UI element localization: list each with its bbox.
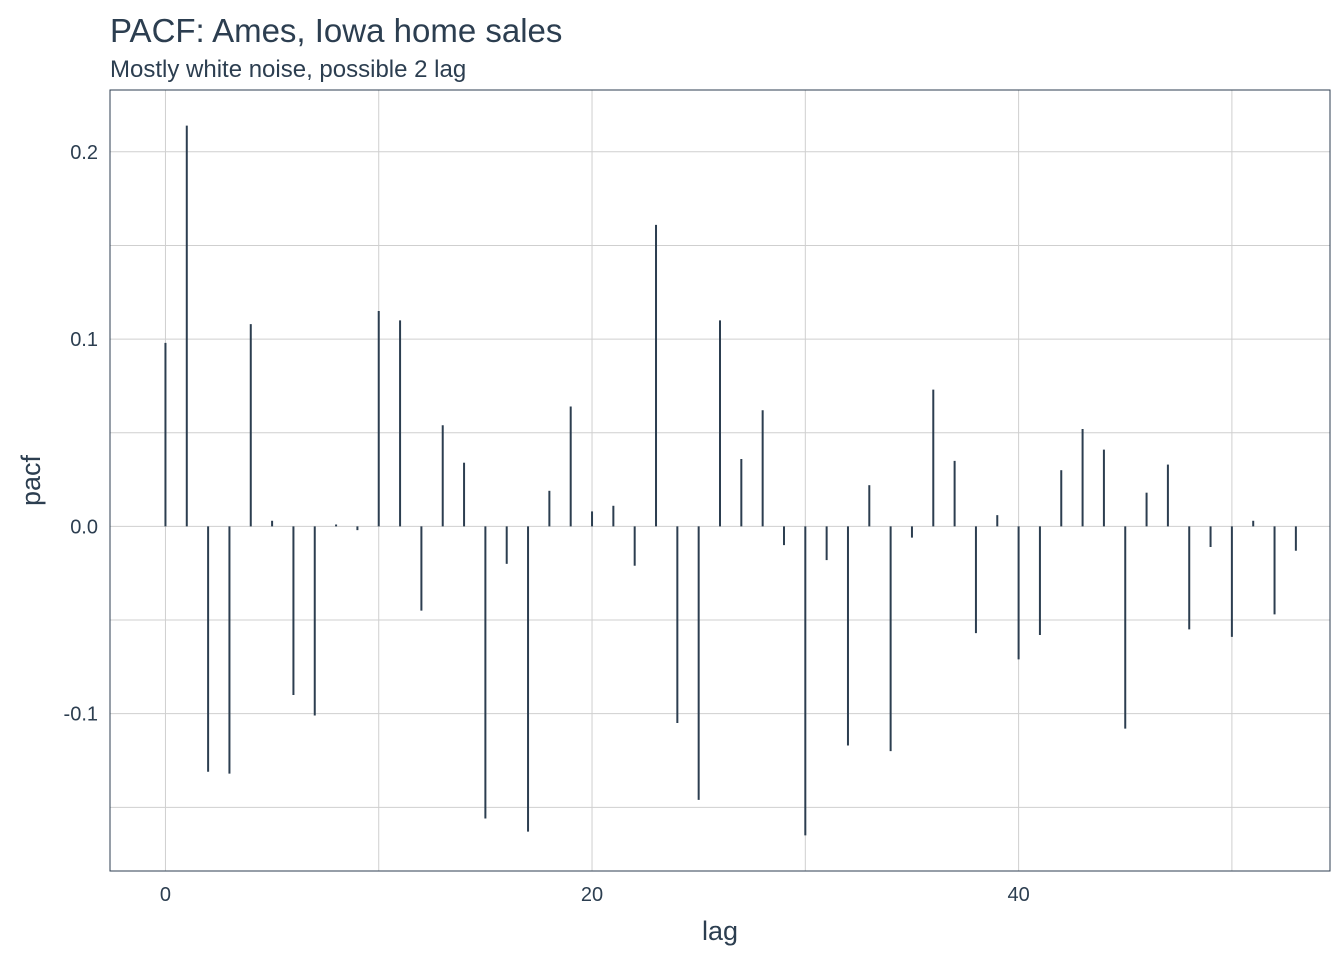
x-tick-label: 20 bbox=[581, 884, 603, 906]
x-axis-tick-labels: 0 20 40 bbox=[160, 884, 1030, 906]
x-tick-label: 0 bbox=[160, 884, 171, 906]
y-tick-label: 0.1 bbox=[70, 329, 98, 351]
x-tick-label: 40 bbox=[1007, 884, 1029, 906]
y-axis-tick-labels: -0.1 0.0 0.1 0.2 bbox=[64, 142, 98, 726]
pacf-bars bbox=[164, 125, 1297, 836]
y-axis-title: pacf bbox=[16, 454, 46, 506]
y-tick-label: 0.0 bbox=[70, 516, 98, 538]
y-tick-label: 0.2 bbox=[70, 142, 98, 164]
x-axis-title: lag bbox=[702, 916, 738, 946]
y-tick-label: -0.1 bbox=[64, 704, 98, 726]
plot-panel-border bbox=[109, 89, 1331, 872]
chart-subtitle: Mostly white noise, possible 2 lag bbox=[110, 56, 467, 83]
chart-title: PACF: Ames, Iowa home sales bbox=[110, 12, 563, 49]
